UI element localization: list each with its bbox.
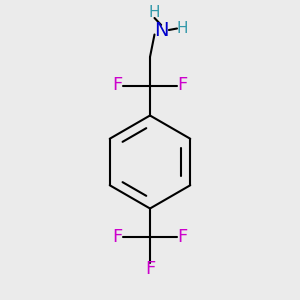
Text: H: H (149, 5, 160, 20)
Text: F: F (177, 76, 188, 94)
Text: N: N (154, 20, 168, 40)
Text: F: F (112, 228, 123, 246)
Text: H: H (177, 21, 188, 36)
Text: F: F (145, 260, 155, 278)
Text: F: F (177, 228, 188, 246)
Text: F: F (112, 76, 123, 94)
